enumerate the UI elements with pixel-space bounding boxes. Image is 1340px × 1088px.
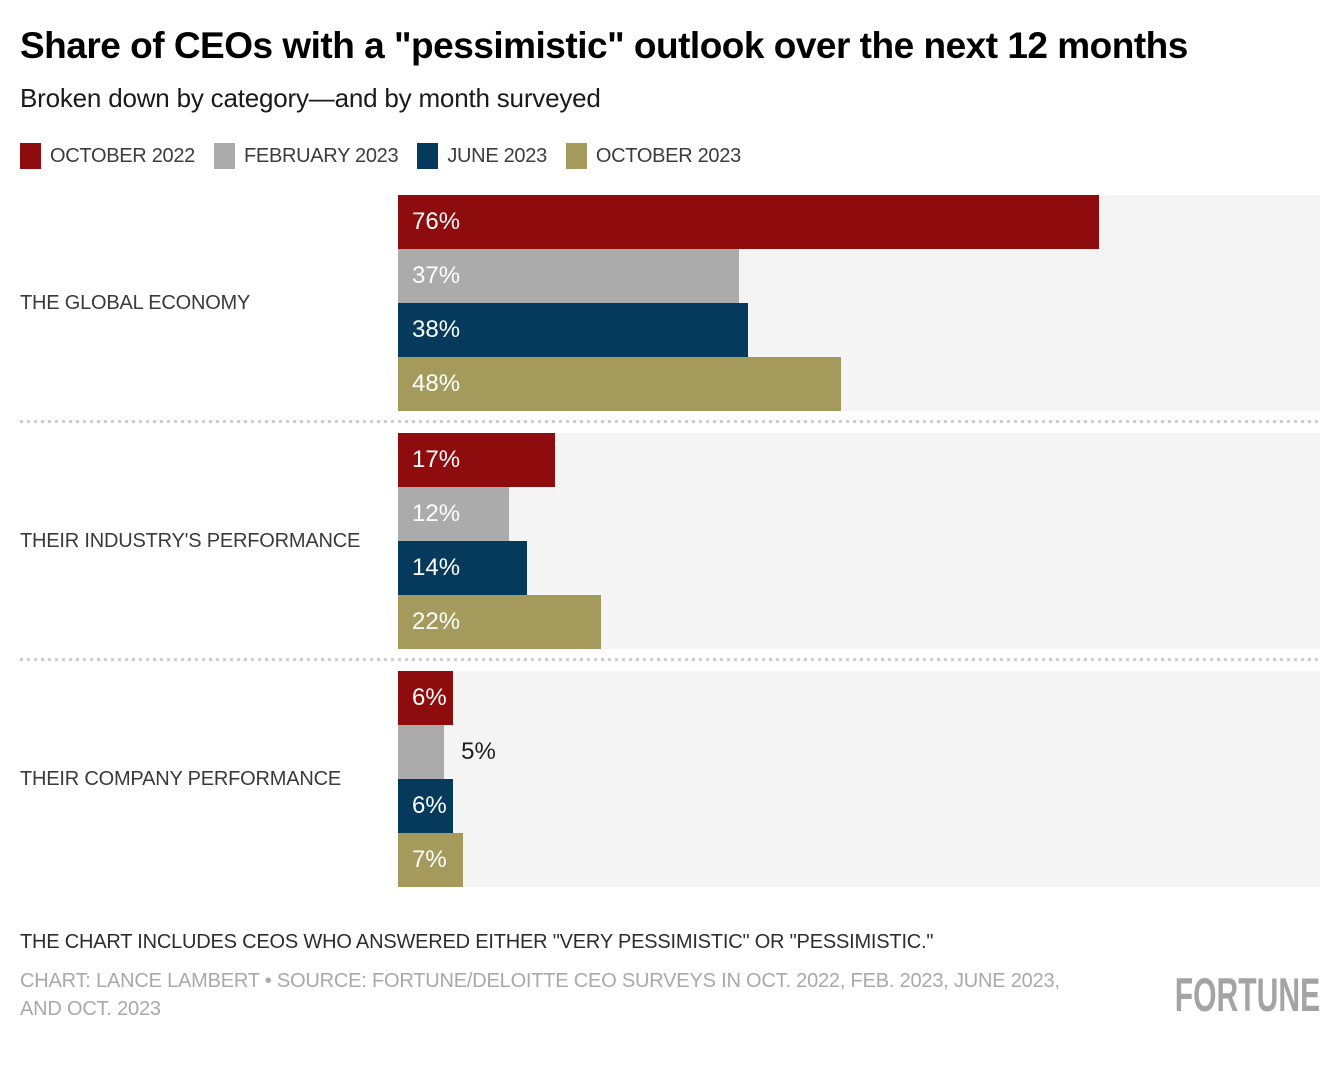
bar-track: 14% [398, 541, 1320, 595]
category-row: THE GLOBAL ECONOMY 76% 37% 38% 48% [20, 195, 1320, 411]
bar-track: 38% [398, 303, 1320, 357]
category-row: THEIR INDUSTRY'S PERFORMANCE 17% 12% 14% 22% [20, 433, 1320, 649]
legend-label: OCTOBER 2022 [50, 144, 195, 167]
bar-value-label: 76% [412, 208, 461, 235]
bar [398, 725, 445, 779]
bar-value-label: 37% [412, 262, 461, 289]
bar: 22% [398, 595, 601, 649]
group-separator [20, 420, 1320, 423]
bar: 7% [398, 833, 463, 887]
bar-track: 6% [398, 779, 1320, 833]
bar: 48% [398, 357, 841, 411]
bar-track: 7% [398, 833, 1320, 887]
plot-area: 76% 37% 38% 48% [398, 195, 1320, 411]
legend-swatch-icon [213, 143, 235, 169]
bar-value-label: 6% [412, 684, 447, 711]
legend-item: JUNE 2023 [417, 143, 547, 169]
bar: 76% [398, 195, 1099, 249]
bar: 6% [398, 779, 454, 833]
credit-line: CHART: LANCE LAMBERT • SOURCE: FORTUNE/D… [20, 970, 1060, 1020]
bar-value-label: 38% [412, 316, 461, 343]
category-label: THE GLOBAL ECONOMY [20, 291, 251, 314]
bar-value-label: 22% [412, 608, 461, 635]
legend-label: FEBRUARY 2023 [243, 144, 399, 167]
legend-label: OCTOBER 2023 [595, 144, 741, 167]
bar-track: 6% [398, 671, 1320, 725]
bar-value-label: 17% [412, 446, 461, 473]
plot-area: 17% 12% 14% 22% [398, 433, 1320, 649]
bar-value-label: 6% [412, 792, 447, 819]
legend: OCTOBER 2022 FEBRUARY 2023 JUNE 2023 OCTOBE… [20, 143, 1320, 169]
bar: 12% [398, 487, 509, 541]
bar: 6% [398, 671, 454, 725]
legend-item: OCTOBER 2023 [565, 143, 741, 169]
legend-swatch-icon [20, 143, 41, 169]
footer: CHART: LANCE LAMBERT • SOURCE: FORTUNE/D… [20, 967, 1320, 1023]
bar-track: 5% [398, 725, 1320, 779]
bar-value-label: 14% [412, 554, 461, 581]
bar-value-label: 12% [412, 500, 461, 527]
legend-swatch-icon [565, 143, 587, 169]
bar-value-label: 48% [412, 370, 461, 397]
chart-subtitle: Broken down by category—and by month sur… [20, 83, 601, 113]
chart-note: THE CHART INCLUDES CEOS WHO ANSWERED EIT… [20, 931, 934, 953]
fortune-logo: FORTUNE [1174, 968, 1320, 1021]
group-separator [20, 658, 1320, 661]
category-row: THEIR COMPANY PERFORMANCE 6% 5% 6% 7% [20, 671, 1320, 887]
chart-title: Share of CEOs with a "pessimistic" outlo… [20, 25, 1188, 66]
grouped-bar-chart: THE GLOBAL ECONOMY 76% 37% 38% 48% THEIR INDU… [20, 195, 1320, 887]
legend-swatch-icon [417, 143, 439, 169]
legend-item: OCTOBER 2022 [20, 143, 195, 169]
bar-track: 48% [398, 357, 1320, 411]
bar-track: 76% [398, 195, 1320, 249]
plot-area: 6% 5% 6% 7% [398, 671, 1320, 887]
category-label: THEIR COMPANY PERFORMANCE [20, 767, 341, 790]
legend-label: JUNE 2023 [447, 144, 547, 167]
legend-item: FEBRUARY 2023 [213, 143, 399, 169]
bar-track: 37% [398, 249, 1320, 303]
bar-value-label: 7% [412, 846, 447, 873]
bar: 14% [398, 541, 528, 595]
bar: 17% [398, 433, 555, 487]
bar-value-label: 5% [461, 738, 496, 765]
category-label: THEIR INDUSTRY'S PERFORMANCE [20, 529, 361, 552]
bar: 38% [398, 303, 749, 357]
bar-track: 12% [398, 487, 1320, 541]
bar-track: 22% [398, 595, 1320, 649]
bar: 37% [398, 249, 740, 303]
bar-track: 17% [398, 433, 1320, 487]
